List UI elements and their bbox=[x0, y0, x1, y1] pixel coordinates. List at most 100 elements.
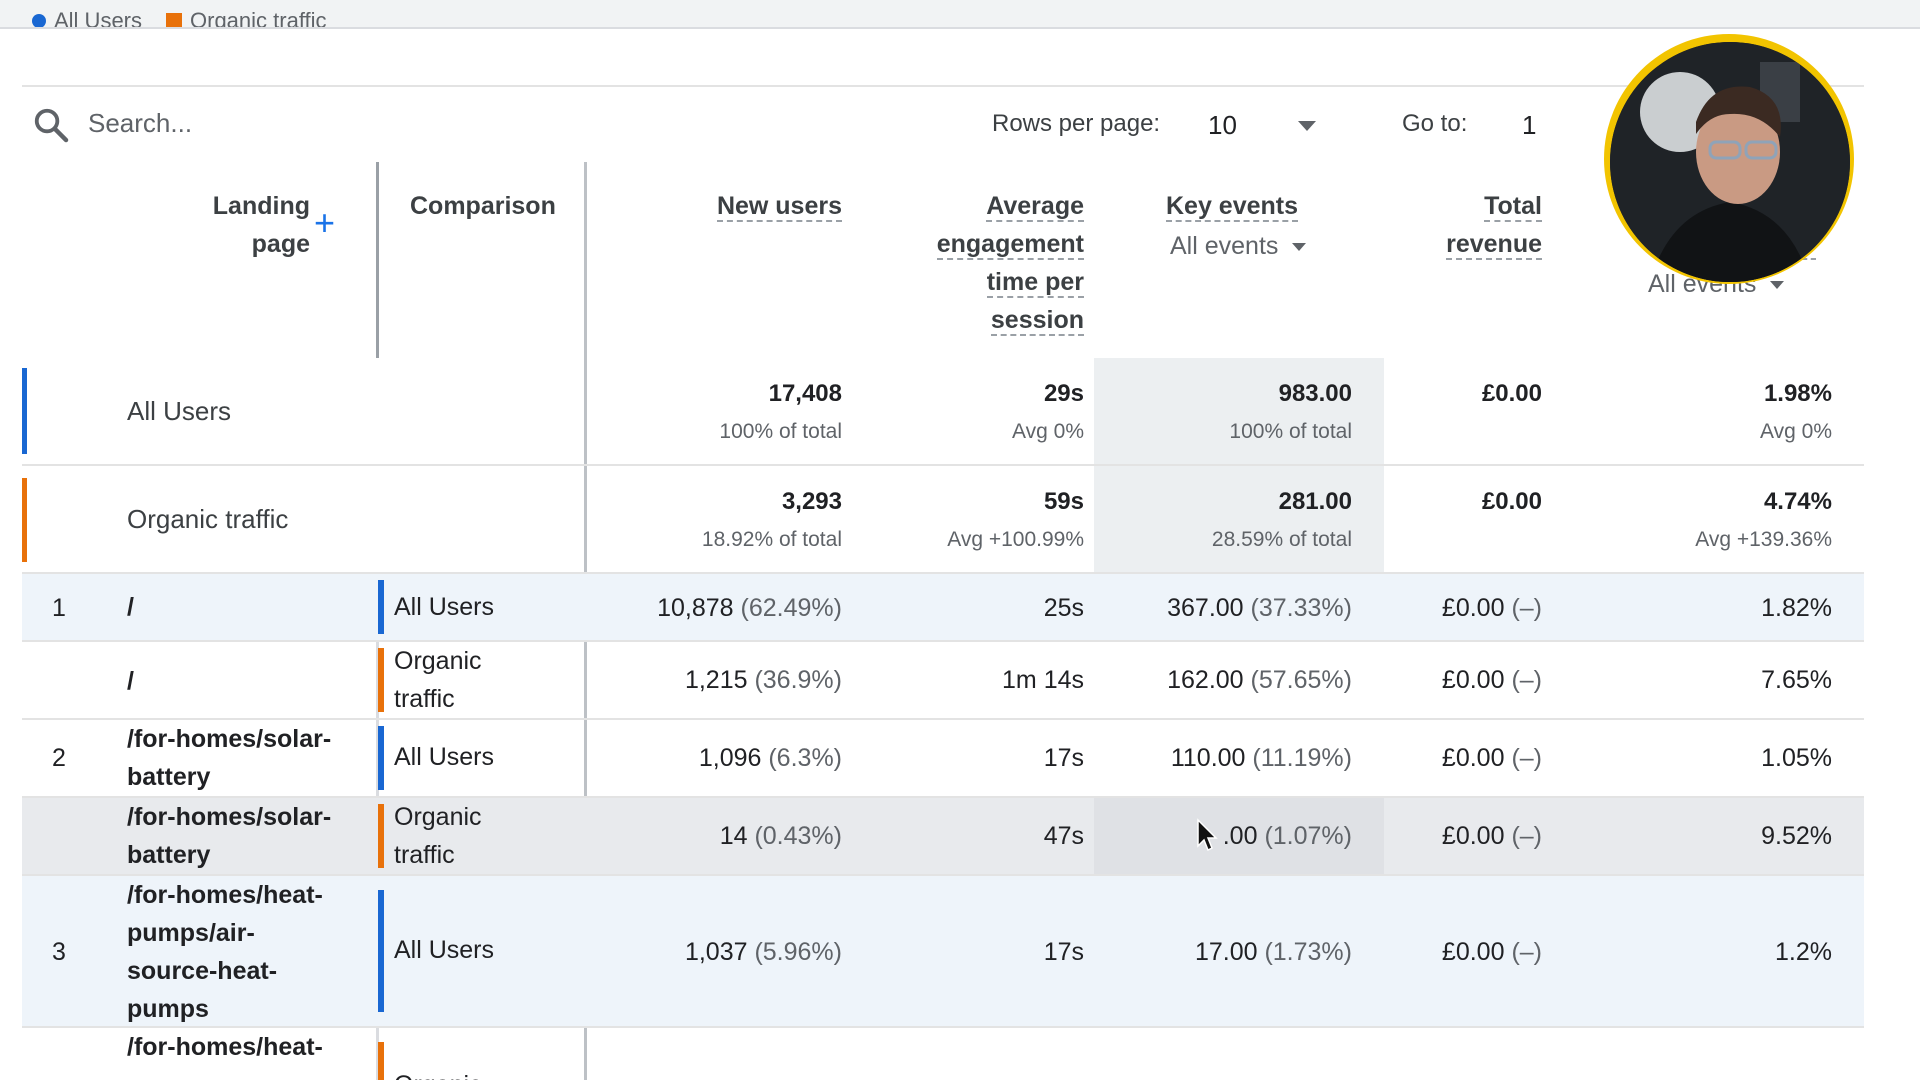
row-index: 1 bbox=[52, 594, 66, 622]
total-engagement: 59s bbox=[1043, 488, 1084, 515]
total-key-events: 281.00 bbox=[1278, 488, 1352, 515]
total-revenue: £0.00 bbox=[1481, 380, 1542, 407]
revenue-cell: £0.00 (–) bbox=[1441, 822, 1542, 850]
key-events-cell: 162.00 (57.65%) bbox=[1167, 666, 1352, 694]
revenue-cell: £0.00 (–) bbox=[1441, 938, 1542, 966]
total-engagement-sub: Avg +100.99% bbox=[947, 528, 1084, 551]
segment-indicator bbox=[378, 580, 384, 634]
summary-row-organic: Organic traffic 3,293 18.92% of total 59… bbox=[22, 466, 1864, 574]
rows-per-page-label: Rows per page: bbox=[992, 110, 1161, 137]
engagement-cell: 47s bbox=[1043, 822, 1084, 850]
revenue-cell: £0.00 (–) bbox=[1441, 666, 1542, 694]
column-divider[interactable] bbox=[376, 162, 379, 358]
row-index: 3 bbox=[52, 938, 66, 966]
comparison-cell: All Users bbox=[394, 743, 495, 771]
segment-indicator bbox=[378, 1042, 384, 1080]
search-input[interactable]: Search... bbox=[88, 108, 193, 138]
legend-organic[interactable]: Organic traffic bbox=[166, 8, 327, 29]
key-events-cell: 110.00 (11.19%) bbox=[1170, 744, 1352, 772]
engagement-cell: 17s bbox=[1043, 744, 1084, 772]
table-row[interactable]: /for-homes/solar-battery Organic traffic… bbox=[22, 798, 1864, 876]
rate-cell: 1.2% bbox=[1775, 938, 1832, 966]
header-landing-page[interactable]: Landing page bbox=[212, 192, 310, 258]
comparison-cell: All Users bbox=[394, 593, 495, 621]
segment-indicator bbox=[378, 648, 384, 712]
segment-indicator bbox=[22, 368, 27, 454]
total-rate-sub: Avg 0% bbox=[1760, 420, 1832, 443]
highlight-column bbox=[1094, 466, 1384, 572]
comparison-cell: All Users bbox=[394, 936, 495, 964]
landing-page-cell[interactable]: /for-homes/solar-battery bbox=[127, 803, 332, 869]
table-card-border bbox=[22, 85, 1864, 87]
legend-label: All Users bbox=[54, 8, 143, 29]
total-key-events-sub: 100% of total bbox=[1229, 420, 1352, 443]
landing-page-cell[interactable]: /for-homes/heat- bbox=[127, 1033, 323, 1061]
new-users-cell: 1,096 (6.3%) bbox=[698, 744, 842, 772]
rows-per-page-select[interactable]: 10 bbox=[1208, 110, 1237, 140]
table-header: Landing page + Comparison New users Aver… bbox=[22, 162, 1864, 358]
rate-cell: 1.05% bbox=[1761, 744, 1832, 772]
presenter-avatar-icon bbox=[1610, 42, 1850, 282]
new-users-cell: 14 (0.43%) bbox=[719, 822, 842, 850]
add-dimension-icon[interactable]: + bbox=[314, 202, 336, 243]
search-icon[interactable] bbox=[32, 106, 70, 144]
chart-legend-strip: All Users Organic traffic bbox=[0, 0, 1920, 29]
rate-cell: 1.82% bbox=[1761, 594, 1832, 622]
mouse-cursor-icon bbox=[1197, 818, 1218, 852]
table-row[interactable]: /for-homes/heat- Organic bbox=[22, 1028, 1864, 1080]
total-rate-sub: Avg +139.36% bbox=[1695, 528, 1832, 551]
goto-page-input[interactable]: 1 bbox=[1522, 110, 1537, 140]
row-index: 2 bbox=[52, 744, 66, 772]
revenue-cell: £0.00 (–) bbox=[1441, 744, 1542, 772]
table-row[interactable]: / Organic traffic 1,215 (36.9%) 1m 14s 1… bbox=[22, 642, 1864, 720]
goto-label: Go to: bbox=[1402, 110, 1468, 137]
total-new-users-sub: 100% of total bbox=[719, 420, 842, 443]
landing-page-cell[interactable]: /for-homes/heat-pumps/air-source-heat-pu… bbox=[127, 881, 323, 1023]
header-new-users[interactable]: New users bbox=[716, 192, 842, 222]
segment-indicator bbox=[378, 804, 384, 868]
total-rate: 4.74% bbox=[1763, 488, 1832, 515]
hover-cell-highlight bbox=[1094, 798, 1384, 874]
engagement-cell: 1m 14s bbox=[1002, 666, 1084, 694]
rate-cell: 9.52% bbox=[1761, 822, 1832, 850]
legend-all-users[interactable]: All Users bbox=[32, 8, 143, 29]
table-row[interactable]: 1 / All Users 10,878 (62.49%) 25s 367.00… bbox=[22, 574, 1864, 642]
total-key-events: 983.00 bbox=[1278, 380, 1352, 407]
key-events-cell: 367.00 (37.33%) bbox=[1167, 594, 1352, 622]
key-events-filter[interactable]: All events bbox=[1170, 232, 1307, 261]
comparison-cell: Organic bbox=[394, 1066, 594, 1080]
header-total-revenue[interactable]: Total revenue bbox=[1446, 192, 1542, 260]
segment-indicator bbox=[22, 478, 27, 562]
legend-square-icon bbox=[166, 13, 182, 27]
presenter-webcam bbox=[1604, 34, 1854, 284]
chevron-down-icon[interactable] bbox=[1298, 121, 1316, 131]
table-row[interactable]: 3 /for-homes/heat-pumps/air-source-heat-… bbox=[22, 876, 1864, 1028]
segment-label: All Users bbox=[127, 396, 232, 426]
landing-page-cell[interactable]: / bbox=[127, 593, 134, 621]
total-new-users: 17,408 bbox=[768, 380, 842, 407]
engagement-cell: 17s bbox=[1043, 938, 1084, 966]
landing-page-cell[interactable]: /for-homes/solar-battery bbox=[127, 725, 332, 791]
legend-label: Organic traffic bbox=[190, 8, 327, 29]
table-row[interactable]: 2 /for-homes/solar-battery All Users 1,0… bbox=[22, 720, 1864, 798]
revenue-cell: £0.00 (–) bbox=[1441, 594, 1542, 622]
header-key-events[interactable]: Key events bbox=[1165, 192, 1299, 222]
summary-row-all-users: All Users 17,408 100% of total 29s Avg 0… bbox=[22, 358, 1864, 466]
landing-page-cell[interactable]: / bbox=[127, 667, 134, 695]
header-comparison: Comparison bbox=[410, 192, 556, 220]
chevron-down-icon bbox=[1292, 243, 1307, 252]
key-events-cell[interactable]: .00 (1.07%) bbox=[1222, 822, 1352, 850]
total-new-users-sub: 18.92% of total bbox=[701, 528, 842, 551]
header-avg-engagement[interactable]: Average engagement time per session bbox=[936, 192, 1084, 336]
total-engagement: 29s bbox=[1043, 380, 1084, 407]
total-revenue: £0.00 bbox=[1481, 488, 1542, 515]
new-users-cell: 1,037 (5.96%) bbox=[684, 938, 842, 966]
legend-dot-icon bbox=[32, 14, 46, 27]
chevron-down-icon bbox=[1770, 281, 1785, 290]
total-key-events-sub: 28.59% of total bbox=[1211, 528, 1352, 551]
highlight-column bbox=[1094, 358, 1384, 464]
segment-indicator bbox=[378, 726, 384, 790]
key-events-cell: 17.00 (1.73%) bbox=[1194, 938, 1352, 966]
new-users-cell: 1,215 (36.9%) bbox=[684, 666, 842, 694]
total-new-users: 3,293 bbox=[781, 488, 842, 515]
